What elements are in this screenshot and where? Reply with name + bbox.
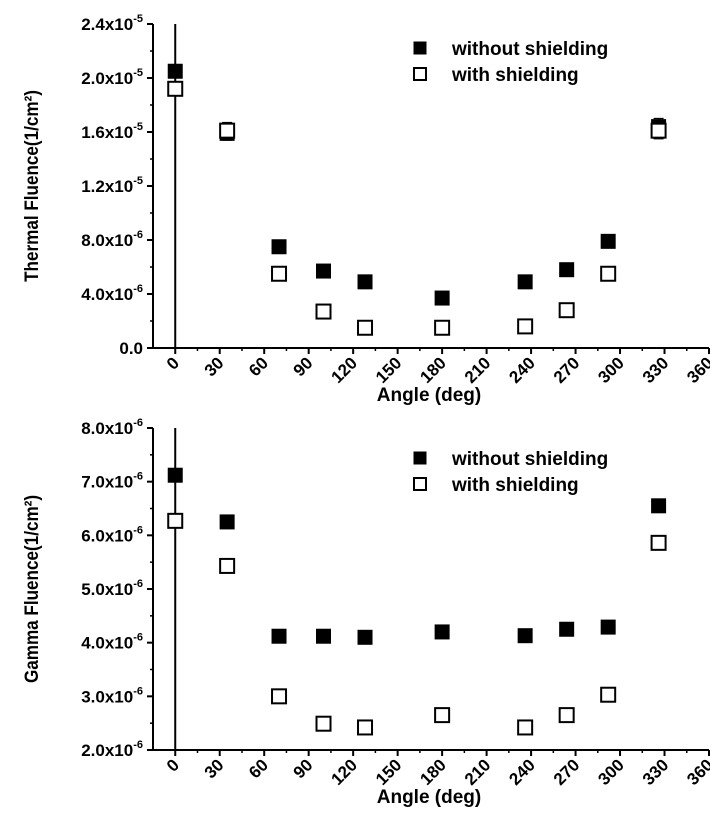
data-point-filled: [219, 514, 235, 530]
x-tick-label: 180: [416, 755, 449, 788]
x-tick-label: 360: [683, 755, 710, 788]
data-point-filled: [357, 629, 373, 645]
series-with-shielding: [167, 512, 667, 736]
y-tick-label: 1.6x10-5: [81, 121, 143, 142]
x-tick-label: 150: [372, 353, 405, 386]
data-point-filled: [316, 628, 332, 644]
legend-marker-open: [413, 67, 427, 81]
x-tick-label: 120: [327, 353, 360, 386]
data-point-open: [271, 265, 288, 282]
data-point-filled: [600, 619, 616, 635]
x-tick-label: 330: [639, 755, 672, 788]
data-point-filled: [434, 624, 450, 640]
legend-marker-open: [413, 477, 427, 491]
data-point-filled: [357, 274, 373, 290]
x-tick-label: 270: [550, 755, 583, 788]
data-point-open: [558, 707, 575, 724]
data-point-open: [517, 719, 534, 736]
series-without-shielding: [167, 467, 667, 645]
x-tick-label: 150: [372, 755, 405, 788]
x-tick-label: 180: [416, 353, 449, 386]
data-point-open: [650, 122, 667, 139]
x-tick-label: 210: [461, 353, 494, 386]
data-point-filled: [271, 628, 287, 644]
legend-marker-filled: [413, 41, 427, 55]
x-tick-label: 360: [683, 353, 710, 386]
series-without-shielding: [167, 63, 667, 306]
y-tick-label: 0.0: [119, 339, 143, 358]
x-tick-label: 330: [639, 353, 672, 386]
x-tick-label: 30: [201, 353, 228, 380]
y-tick-label: 6.0x10-6: [81, 524, 143, 545]
y-tick-label: 7.0x10-6: [81, 471, 143, 492]
data-point-open: [600, 265, 617, 282]
x-axis-title: Angle (deg): [377, 385, 482, 406]
x-tick-label: 60: [245, 755, 272, 782]
series-with-shielding: [167, 80, 667, 336]
x-tick-label: 300: [594, 353, 627, 386]
legend-label: without shielding: [451, 449, 608, 470]
y-tick-label: 8.0x10-6: [81, 229, 143, 250]
x-tick-label: 270: [550, 353, 583, 386]
data-point-filled: [167, 467, 183, 483]
data-point-open: [357, 719, 374, 736]
x-tick-label: 240: [505, 755, 538, 788]
data-point-open: [517, 318, 534, 335]
data-point-open: [219, 557, 236, 574]
data-point-filled: [559, 262, 575, 278]
data-point-filled: [517, 628, 533, 644]
x-tick-label: 30: [201, 755, 228, 782]
data-point-open: [434, 707, 451, 724]
data-point-open: [434, 319, 451, 336]
x-tick-label: 120: [327, 755, 360, 788]
chart-panel-1: 0.0 4.0x10-6 8.0x10-6 1.2x10-5 1.6x10-5 2.0x1…: [21, 13, 710, 406]
data-point-filled: [517, 274, 533, 290]
data-point-open: [315, 303, 332, 320]
y-tick-label: 5.0x10-6: [81, 578, 143, 599]
y-axis-title: Gamma Fluence(1/cm²): [21, 495, 42, 683]
legend-label: without shielding: [451, 39, 608, 60]
y-tick-label: 4.0x10-6: [81, 283, 143, 304]
data-point-open: [167, 512, 184, 529]
data-point-open: [271, 688, 288, 705]
data-point-open: [167, 80, 184, 97]
x-tick-label: 90: [290, 755, 317, 782]
y-tick-label: 2.0x10-6: [81, 739, 143, 760]
data-point-open: [219, 122, 236, 139]
x-tick-label: 0: [163, 353, 183, 373]
y-tick-label: 8.0x10-6: [81, 417, 143, 438]
x-tick-label: 0: [163, 755, 183, 775]
data-point-filled: [600, 233, 616, 249]
x-tick-label: 210: [461, 755, 494, 788]
legend-label: with shielding: [451, 475, 579, 496]
y-tick-label: 4.0x10-6: [81, 632, 143, 653]
data-point-open: [558, 302, 575, 319]
data-point-filled: [167, 63, 183, 79]
data-point-open: [600, 686, 617, 703]
data-point-filled: [559, 621, 575, 637]
y-axis-title: Thermal Fluence(1/cm²): [21, 90, 42, 282]
data-point-open: [650, 534, 667, 551]
x-axis-title: Angle (deg): [377, 787, 482, 808]
x-tick-label: 60: [245, 353, 272, 380]
y-tick-label: 2.4x10-5: [81, 13, 143, 34]
data-point-filled: [271, 239, 287, 255]
chart-panel-2: 2.0x10-6 3.0x10-6 4.0x10-6 5.0x10-6 6.0x10-6…: [21, 417, 710, 808]
y-tick-label: 3.0x10-6: [81, 685, 143, 706]
x-tick-label: 240: [505, 353, 538, 386]
data-point-open: [315, 715, 332, 732]
x-tick-label: 90: [290, 353, 317, 380]
data-point-filled: [651, 498, 667, 514]
y-tick-label: 1.2x10-5: [81, 175, 143, 196]
data-point-filled: [434, 290, 450, 306]
data-point-open: [357, 319, 374, 336]
x-tick-label: 300: [594, 755, 627, 788]
data-point-filled: [316, 263, 332, 279]
legend-label: with shielding: [451, 65, 579, 86]
legend-marker-filled: [413, 451, 427, 465]
legend: without shielding with shielding: [413, 449, 608, 496]
y-tick-label: 2.0x10-5: [81, 67, 143, 88]
legend: without shielding with shielding: [413, 39, 608, 86]
